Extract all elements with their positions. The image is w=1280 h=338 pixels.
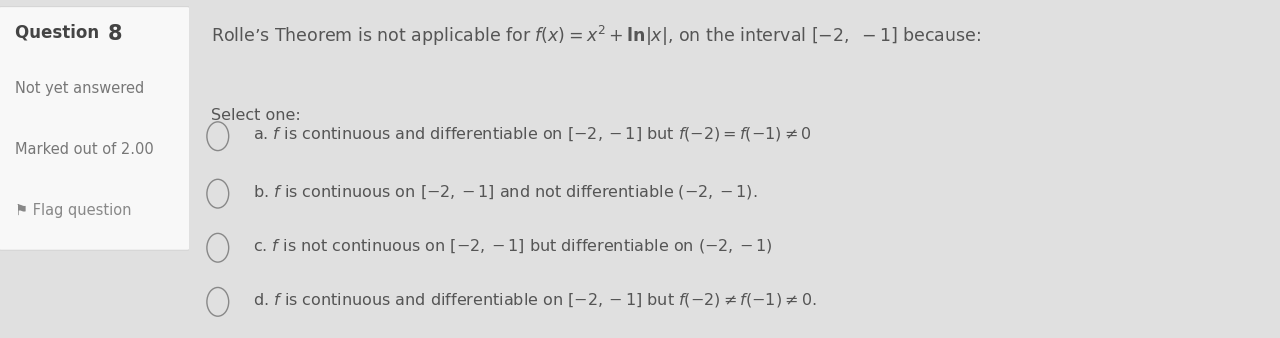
FancyBboxPatch shape <box>0 7 191 250</box>
Text: Rolle’s Theorem is not applicable for $f(x) = x^2 + \mathbf{ln}|x|$, on the inte: Rolle’s Theorem is not applicable for $f… <box>211 24 982 48</box>
Text: c. $f$ is not continuous on $[-2, -1]$ but differentiable on $(-2, -1)$: c. $f$ is not continuous on $[-2, -1]$ b… <box>252 237 773 255</box>
Text: ⚑ Flag question: ⚑ Flag question <box>15 203 132 218</box>
Text: b. $f$ is continuous on $[-2, -1]$ and not differentiable $(-2, -1)$.: b. $f$ is continuous on $[-2, -1]$ and n… <box>252 183 758 200</box>
Text: Marked out of 2.00: Marked out of 2.00 <box>15 142 154 157</box>
Text: Not yet answered: Not yet answered <box>15 81 145 96</box>
Text: 8: 8 <box>108 24 123 44</box>
Text: Question: Question <box>15 24 105 42</box>
Text: Select one:: Select one: <box>211 108 301 123</box>
Text: a. $f$ is continuous and differentiable on $[-2, -1]$ but $f(-2) = f(-1) \neq 0$: a. $f$ is continuous and differentiable … <box>252 125 812 143</box>
Text: d. $f$ is continuous and differentiable on $[-2, -1]$ but $f(-2) \neq f(-1) \neq: d. $f$ is continuous and differentiable … <box>252 291 817 309</box>
